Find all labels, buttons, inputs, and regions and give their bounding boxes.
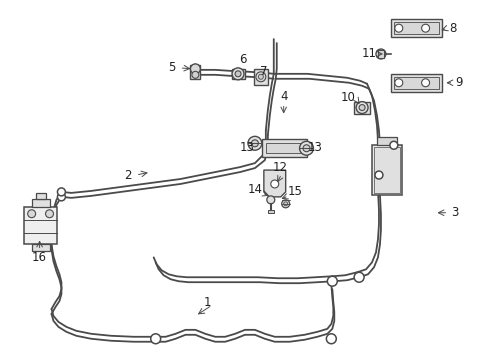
Text: 8: 8 — [449, 22, 456, 35]
Text: 11: 11 — [361, 48, 376, 60]
Bar — [393, 77, 439, 89]
Text: 15: 15 — [286, 185, 302, 198]
Text: 12: 12 — [272, 161, 286, 174]
Bar — [262, 139, 306, 157]
Text: 6: 6 — [239, 53, 246, 67]
Text: 3: 3 — [450, 206, 457, 219]
Circle shape — [28, 210, 36, 218]
Circle shape — [190, 64, 200, 74]
Bar — [371, 145, 401, 195]
Bar — [390, 74, 442, 92]
Polygon shape — [264, 170, 285, 197]
Bar — [390, 19, 442, 37]
Circle shape — [326, 276, 337, 286]
Circle shape — [270, 180, 278, 188]
Circle shape — [281, 200, 289, 208]
Circle shape — [247, 136, 262, 150]
Circle shape — [235, 71, 241, 77]
Circle shape — [421, 79, 428, 87]
Text: 16: 16 — [32, 251, 47, 264]
Text: 10: 10 — [340, 91, 355, 104]
Text: 13: 13 — [307, 141, 322, 154]
Circle shape — [421, 24, 428, 32]
Text: 5: 5 — [167, 61, 175, 75]
Text: 14: 14 — [247, 184, 262, 197]
Bar — [393, 22, 439, 34]
Bar — [24, 207, 57, 244]
Circle shape — [45, 210, 53, 218]
Circle shape — [389, 141, 397, 149]
Circle shape — [325, 334, 336, 344]
Bar — [376, 137, 396, 145]
Circle shape — [394, 79, 402, 87]
Circle shape — [57, 193, 65, 201]
Bar — [377, 50, 383, 58]
Bar — [190, 65, 200, 79]
Circle shape — [232, 68, 244, 80]
Circle shape — [258, 74, 263, 79]
Bar — [32, 199, 49, 207]
Circle shape — [355, 102, 367, 113]
Bar — [253, 69, 267, 85]
Circle shape — [150, 334, 161, 344]
Bar — [267, 210, 273, 213]
Circle shape — [374, 171, 382, 179]
Circle shape — [375, 49, 385, 59]
Bar — [232, 69, 244, 79]
Circle shape — [358, 105, 365, 111]
Bar — [373, 147, 399, 193]
Bar — [36, 193, 45, 199]
Bar — [32, 244, 49, 251]
Circle shape — [299, 141, 313, 155]
Text: 7: 7 — [260, 66, 267, 78]
Circle shape — [283, 202, 287, 206]
Text: 2: 2 — [124, 168, 131, 181]
Text: 9: 9 — [455, 76, 462, 89]
Circle shape — [251, 140, 258, 147]
Text: 4: 4 — [279, 90, 287, 103]
Bar — [265, 143, 302, 153]
Circle shape — [394, 24, 402, 32]
Circle shape — [191, 71, 199, 78]
Text: 13: 13 — [239, 141, 254, 154]
Bar — [353, 102, 369, 113]
Circle shape — [57, 188, 65, 196]
Text: 1: 1 — [203, 296, 211, 309]
Circle shape — [353, 272, 364, 282]
Circle shape — [303, 145, 309, 152]
Circle shape — [255, 72, 265, 82]
Circle shape — [266, 196, 274, 204]
